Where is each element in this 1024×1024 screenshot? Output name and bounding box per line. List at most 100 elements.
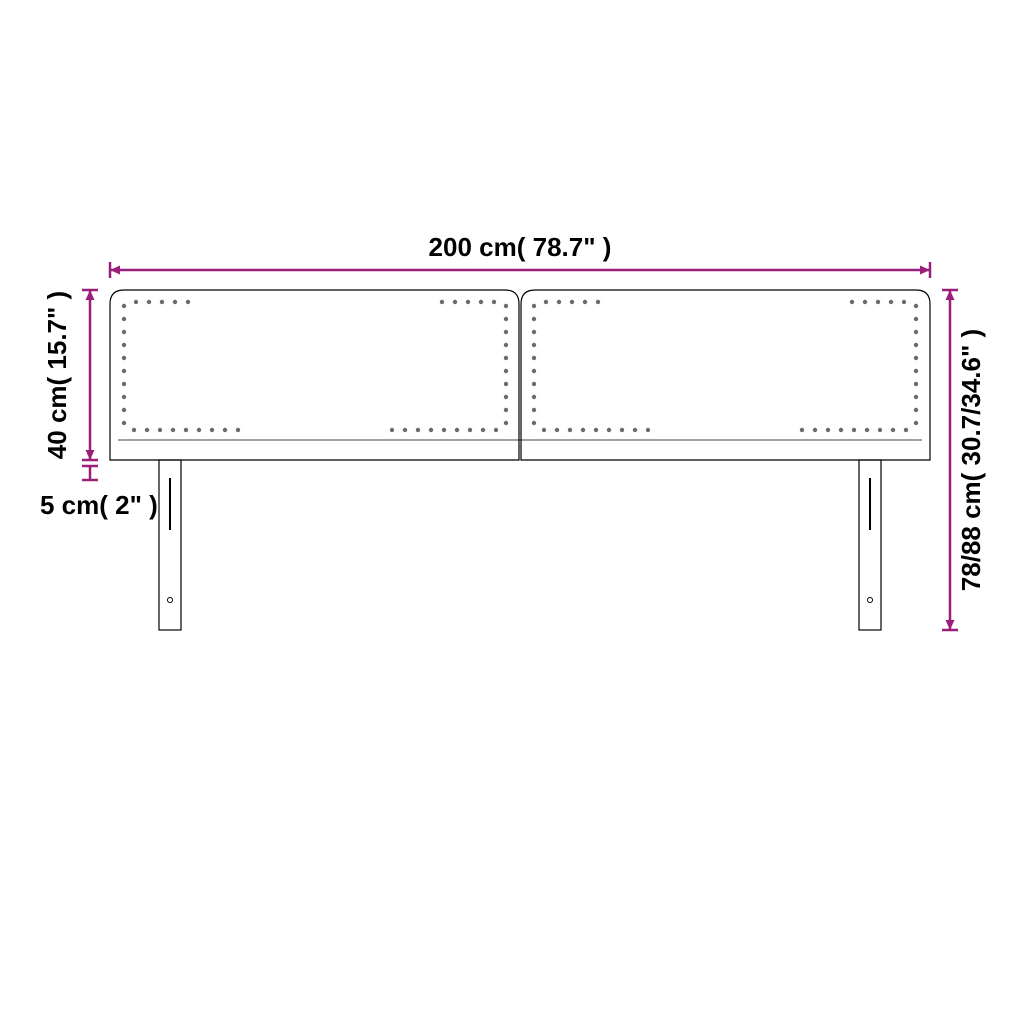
rivet [186, 300, 190, 304]
rivet [532, 408, 536, 412]
rivet [122, 369, 126, 373]
rivet [876, 300, 880, 304]
rivet [134, 300, 138, 304]
rivet [504, 408, 508, 412]
rivet [197, 428, 201, 432]
rivet [122, 382, 126, 386]
rivet [504, 304, 508, 308]
rivet [147, 300, 151, 304]
rivet [492, 300, 496, 304]
rivet [607, 428, 611, 432]
leg-left-hole [168, 598, 173, 603]
rivet [455, 428, 459, 432]
rivet [891, 428, 895, 432]
rivet [532, 356, 536, 360]
rivet [468, 428, 472, 432]
rivet [122, 395, 126, 399]
rivet [914, 408, 918, 412]
rivet [481, 428, 485, 432]
rivet [236, 428, 240, 432]
rivet [568, 428, 572, 432]
rivet [122, 421, 126, 425]
rivet [914, 356, 918, 360]
rivet [542, 428, 546, 432]
rivet [544, 300, 548, 304]
rivet [532, 421, 536, 425]
rivet [173, 300, 177, 304]
rivet [596, 300, 600, 304]
rivet [494, 428, 498, 432]
dim-label-depth: 5 cm( 2" ) [40, 490, 158, 520]
rivet [122, 356, 126, 360]
rivet [122, 343, 126, 347]
rivet [914, 343, 918, 347]
rivet [914, 304, 918, 308]
rivet [570, 300, 574, 304]
rivet [532, 369, 536, 373]
rivet [826, 428, 830, 432]
rivet [532, 395, 536, 399]
rivet [581, 428, 585, 432]
rivet [158, 428, 162, 432]
rivet [633, 428, 637, 432]
rivet [532, 304, 536, 308]
rivet [646, 428, 650, 432]
rivet [390, 428, 394, 432]
rivet [852, 428, 856, 432]
rivet [532, 317, 536, 321]
rivet [479, 300, 483, 304]
rivet [429, 428, 433, 432]
rivet [865, 428, 869, 432]
dim-label-panel-height: 40 cm( 15.7" ) [42, 291, 72, 459]
rivet [171, 428, 175, 432]
rivet [914, 317, 918, 321]
rivet [504, 369, 508, 373]
rivet [184, 428, 188, 432]
rivet [504, 395, 508, 399]
rivet [532, 330, 536, 334]
rivet [839, 428, 843, 432]
rivet [863, 300, 867, 304]
rivet [210, 428, 214, 432]
rivet [914, 330, 918, 334]
rivet [145, 428, 149, 432]
rivet [504, 382, 508, 386]
dim-label-width: 200 cm( 78.7" ) [429, 232, 612, 262]
rivet [223, 428, 227, 432]
rivet [889, 300, 893, 304]
rivet [504, 421, 508, 425]
rivet [583, 300, 587, 304]
rivet [403, 428, 407, 432]
rivet [453, 300, 457, 304]
rivet [878, 428, 882, 432]
rivet [914, 395, 918, 399]
dim-label-total-height: 78/88 cm( 30.7/34.6" ) [956, 329, 986, 591]
rivet [813, 428, 817, 432]
leg-right-hole [868, 598, 873, 603]
rivet [532, 343, 536, 347]
rivet [914, 382, 918, 386]
rivet [504, 356, 508, 360]
rivet [532, 382, 536, 386]
rivet [850, 300, 854, 304]
rivet [122, 408, 126, 412]
rivet [914, 369, 918, 373]
rivet [466, 300, 470, 304]
rivet [557, 300, 561, 304]
rivet [122, 330, 126, 334]
rivet [555, 428, 559, 432]
dimension-diagram: 200 cm( 78.7" ) 40 cm( 15.7" ) 5 cm( 2" ) 7… [0, 0, 1024, 1024]
rivet [504, 317, 508, 321]
headboard-panel-left [110, 290, 519, 460]
rivet [122, 304, 126, 308]
rivet [440, 300, 444, 304]
rivet [132, 428, 136, 432]
rivet [620, 428, 624, 432]
rivet [160, 300, 164, 304]
headboard-panel-right [521, 290, 930, 460]
rivet [504, 330, 508, 334]
rivet [594, 428, 598, 432]
rivet [904, 428, 908, 432]
rivet [902, 300, 906, 304]
rivet [504, 343, 508, 347]
